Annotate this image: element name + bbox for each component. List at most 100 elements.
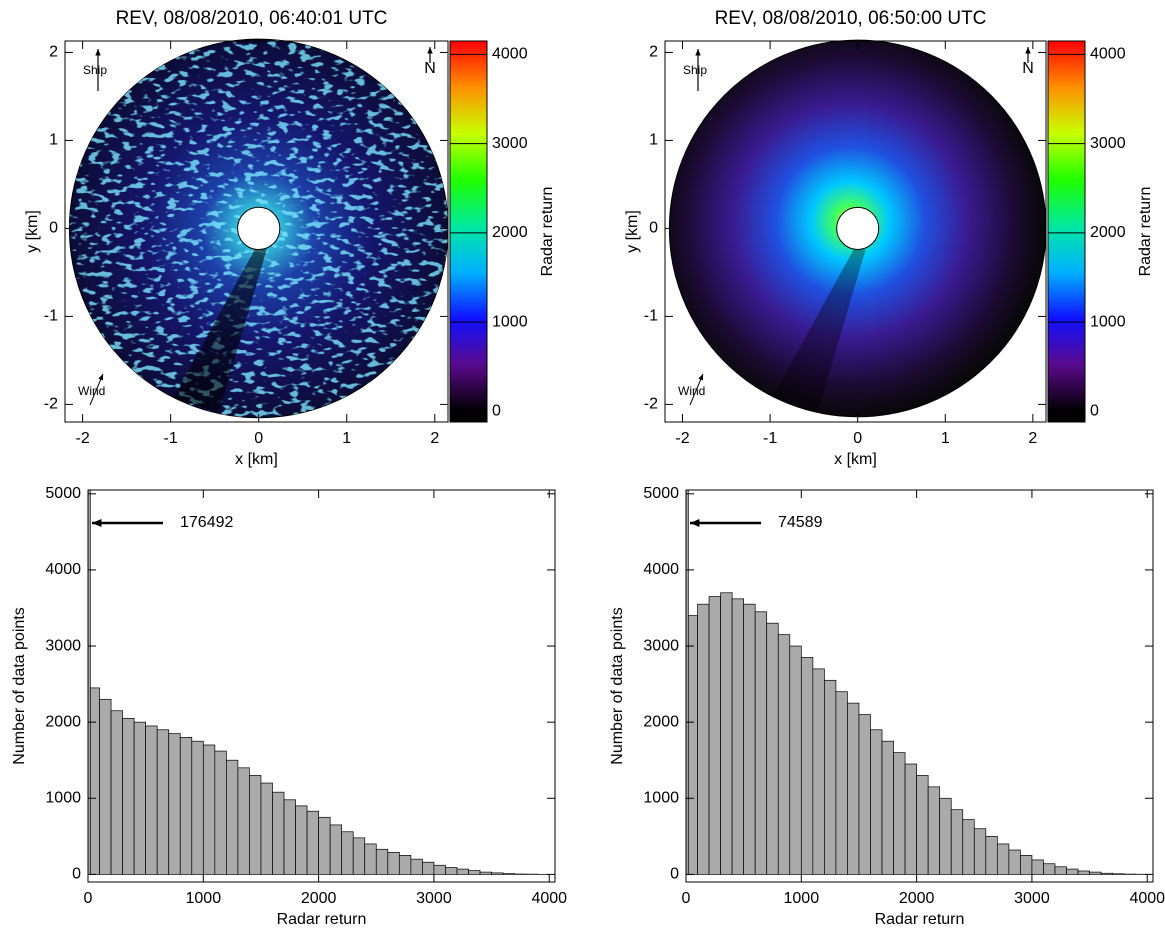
histogram-bar [202, 744, 216, 875]
y-tick-label: 3000 [643, 637, 679, 654]
histogram-bar [1008, 849, 1021, 875]
y-tick-label: -2 [644, 396, 658, 413]
colorbar [1047, 40, 1086, 423]
histogram-bar [168, 733, 181, 875]
histogram-bar [341, 831, 354, 875]
arrow-head [690, 519, 700, 527]
x-tick-label: 3000 [416, 890, 452, 907]
histogram-bar [191, 740, 204, 875]
histogram-bar [306, 810, 319, 875]
histogram-bar [835, 691, 848, 875]
x-tick-label: 0 [853, 430, 862, 447]
y-tick-label: -2 [44, 396, 58, 413]
x-tick-label: -2 [75, 430, 89, 447]
y-axis-label: y [km] [624, 210, 641, 253]
y-tick-label: 3000 [45, 637, 81, 654]
colorbar-tick-label: 0 [1090, 403, 1099, 420]
y-tick-label: 1 [49, 132, 58, 149]
radar-shadow [772, 249, 866, 412]
histogram-bar [422, 861, 435, 875]
y-tick-label: -1 [644, 308, 658, 325]
histogram-bar [329, 824, 343, 875]
histogram-bar [1100, 872, 1113, 875]
x-tick-label: 2 [430, 430, 439, 447]
histogram-bar [226, 759, 239, 875]
y-tick-label: 0 [49, 220, 58, 237]
plot-frame [87, 489, 556, 883]
colorbar-tick-label: 2000 [1090, 224, 1126, 241]
x-tick-label: 4000 [531, 890, 567, 907]
x-tick-label: 1 [941, 430, 950, 447]
histogram-bar [1089, 871, 1102, 875]
histogram-bar [133, 721, 147, 875]
histogram-bar [491, 872, 504, 875]
y-tick-label: -1 [44, 308, 58, 325]
arrow-head [1025, 47, 1031, 54]
histogram-bar [249, 775, 262, 875]
x-axis-label: x [km] [235, 451, 278, 468]
arrow-head [98, 374, 104, 381]
histogram-bar [881, 740, 894, 875]
y-tick-label: 1000 [45, 789, 81, 806]
colorbar-tick-label: 3000 [492, 135, 528, 152]
wind-label: Wind [78, 384, 105, 398]
histogram-bar [295, 805, 308, 875]
x-axis-label: Radar return [277, 911, 367, 928]
north-label: N [424, 60, 436, 77]
histogram-bar [1066, 868, 1079, 875]
colorbar [449, 40, 488, 423]
histogram-bar [743, 603, 756, 875]
radar-hole [237, 206, 281, 251]
colorbar-tick-label: 2000 [492, 224, 528, 241]
histogram-bar [939, 797, 952, 875]
arrow-head [92, 519, 102, 527]
histogram-bar [89, 687, 100, 875]
histogram-bar [800, 657, 814, 875]
histogram-bar [479, 871, 492, 875]
plot-frame [685, 489, 1154, 883]
colorbar-tick-label: 1000 [492, 313, 528, 330]
y-tick-label: 2 [649, 44, 658, 61]
colorbar-label: Radar return [1137, 187, 1154, 277]
x-axis-label: x [km] [834, 451, 877, 468]
histogram-bar [110, 710, 123, 875]
arrow-head [95, 49, 101, 56]
colorbar-tick-label: 3000 [1090, 135, 1126, 152]
north-label: N [1022, 60, 1034, 77]
histogram-bar [962, 819, 975, 875]
colorbar-tick-label: 0 [492, 403, 501, 420]
histogram-bar [1031, 859, 1044, 875]
histogram-bar [387, 851, 400, 875]
colorbar-tick-label: 4000 [1090, 46, 1126, 63]
wind-label: Wind [678, 384, 705, 398]
x-tick-label: 0 [254, 430, 263, 447]
x-tick-label: -1 [164, 430, 178, 447]
chart-title: REV, 08/08/2010, 06:50:00 UTC [715, 8, 987, 29]
radar-shadow [173, 249, 267, 413]
y-tick-label: 2000 [643, 713, 679, 730]
histogram-bar [777, 634, 791, 875]
histogram-bar [893, 752, 906, 875]
histogram-bar [1043, 863, 1056, 875]
histogram-bar [858, 714, 871, 875]
histogram-bar [1054, 866, 1067, 875]
x-tick-label: 2 [1028, 430, 1037, 447]
histogram-bar [214, 750, 227, 875]
y-axis-label: Number of data points [609, 607, 626, 764]
chart-title: REV, 08/08/2010, 06:40:01 UTC [116, 8, 388, 29]
y-tick-label: 5000 [643, 485, 679, 502]
histogram-bar [237, 767, 250, 875]
y-axis-label: Number of data points [11, 607, 28, 764]
histogram-bar [99, 698, 112, 875]
histogram-bar [824, 679, 837, 875]
histogram-bar [375, 848, 389, 875]
histogram-bar [697, 603, 710, 875]
histogram-bar [687, 615, 698, 875]
ship-label: Ship [683, 63, 707, 77]
histogram-bar [468, 870, 481, 875]
histogram-bar [973, 828, 987, 875]
plot-frame [64, 40, 449, 423]
x-tick-label: 0 [682, 890, 691, 907]
arrow-head [695, 49, 701, 56]
x-tick-label: 0 [84, 890, 93, 907]
